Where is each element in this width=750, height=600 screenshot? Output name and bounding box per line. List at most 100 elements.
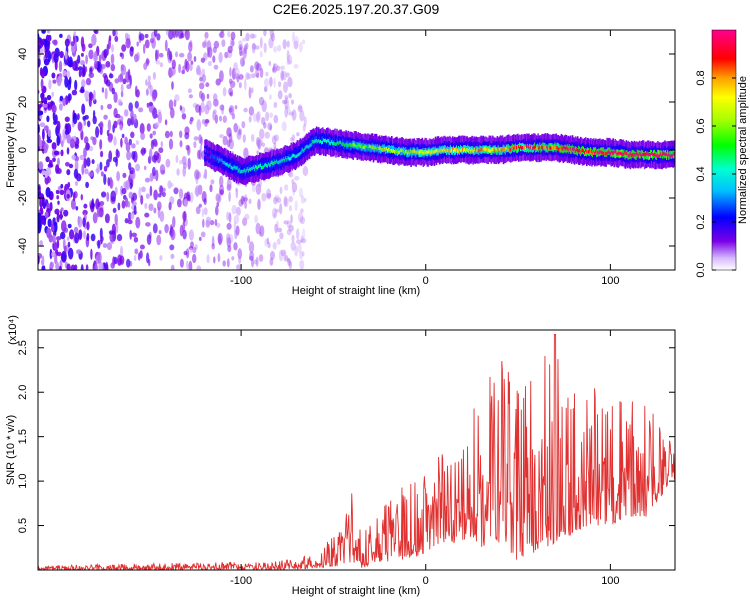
spectrogram-noise-cell (72, 112, 78, 125)
spectrogram-noise-cell (244, 78, 247, 91)
spectrogram-noise-cell (145, 222, 151, 227)
spectrogram-noise-cell (74, 79, 78, 91)
spectrogram-signal-cell (541, 145, 543, 149)
spectrogram-noise-cell (152, 71, 156, 80)
spectrogram-noise-cell (127, 68, 131, 81)
spectrogram-noise-cell (106, 43, 109, 56)
spectrogram-noise-cell (80, 86, 85, 93)
spectrogram-signal-cell (458, 149, 460, 154)
spectrogram-noise-cell (132, 201, 137, 207)
spectrogram-noise-cell (294, 200, 298, 212)
spectrogram-noise-cell (130, 131, 135, 139)
spectrogram-signal-cell (638, 152, 641, 156)
spectrogram-noise-cell (195, 185, 200, 198)
spectrogram-signal-cell (484, 147, 487, 151)
spectrogram-signal-cell (597, 150, 599, 155)
spectrogram-noise-cell (66, 134, 71, 144)
spectrogram-noise-cell (236, 206, 241, 216)
spectrogram-signal-cell (607, 151, 609, 155)
spectrogram-noise-cell (263, 122, 267, 129)
spectrogram-noise-cell (206, 254, 210, 264)
spectrogram-noise-cell (294, 35, 299, 46)
spectrogram-signal-cell (436, 148, 439, 153)
spectrogram-signal-cell (578, 148, 581, 153)
spectrogram-noise-cell (92, 136, 97, 146)
spectrogram-signal-cell (322, 136, 324, 144)
spectrogram-noise-cell (55, 236, 62, 241)
spectrogram-noise-cell (300, 235, 304, 243)
spectrogram-signal-cell (387, 149, 389, 153)
snr-x-tick-label: 0 (423, 575, 429, 587)
spectrogram-noise-cell (274, 134, 279, 142)
colorbar-tick-label: 0.8 (695, 70, 707, 85)
spectrogram-noise-cell (68, 163, 74, 169)
spectrogram-noise-cell (276, 197, 282, 204)
spectrogram-noise-cell (78, 66, 83, 71)
spectrogram-noise-cell (59, 51, 64, 59)
spectrogram-noise-cell (216, 222, 221, 228)
spectrogram-signal-cell (299, 152, 302, 156)
spectrogram-noise-cell (97, 239, 101, 249)
spectrogram-noise-cell (261, 142, 266, 148)
spectrogram-noise-cell (296, 239, 302, 244)
spectrogram-noise-cell (85, 54, 88, 65)
spectrogram-noise-cell (66, 193, 70, 199)
spectrogram-signal-cell (632, 153, 635, 157)
spectrogram-signal-cell (226, 162, 229, 166)
spectrogram-noise-cell (97, 251, 102, 264)
spectrogram-signal-cell (506, 146, 509, 150)
spectrogram-noise-cell (156, 201, 162, 211)
spectrogram-signal-cell (604, 151, 606, 156)
spectrogram-noise-cell (283, 81, 288, 93)
spectrogram-noise-cell (56, 212, 60, 223)
spectrogram-noise-cell (134, 85, 138, 97)
spectrogram-noise-cell (175, 51, 178, 58)
spectrogram-noise-cell (222, 115, 227, 123)
spectrogram-signal-cell (313, 139, 316, 144)
spectrogram-noise-cell (72, 60, 78, 71)
spectrogram-signal-cell (463, 148, 465, 153)
spectrogram-noise-cell (91, 198, 95, 209)
spectrogram-noise-cell (282, 99, 288, 105)
colorbar: 0.0 0.2 0.4 0.6 0.8 Normalized spectral ampl… (695, 29, 749, 278)
spectrogram-signal-cell (598, 151, 600, 155)
spectrogram-signal-cell (639, 152, 642, 156)
spectrogram-signal-cell (392, 149, 394, 153)
spectrogram-noise-cell (140, 149, 144, 155)
spectrogram-noise-cell (114, 213, 118, 226)
spectrogram-noise-cell (135, 140, 139, 145)
spectrogram-signal-cell (285, 156, 287, 165)
spectrogram-signal-cell (624, 151, 627, 160)
spectrogram-noise-cell (141, 186, 146, 193)
spectrogram-signal-cell (491, 147, 494, 152)
spectrogram-signal-cell (569, 147, 572, 151)
spectrogram-signal-cell (615, 150, 618, 155)
spectrogram-signal-cell (539, 145, 541, 150)
spectrogram-noise-cell (101, 87, 105, 93)
spectrogram-noise-cell (233, 62, 238, 71)
spectrogram-noise-cell (43, 97, 48, 105)
spectrogram-noise-cell (80, 264, 84, 270)
spectrogram-noise-cell (214, 218, 218, 227)
spectrogram-noise-cell (103, 48, 108, 59)
spectrogram-noise-cell (47, 34, 52, 42)
spectrogram-noise-cell (67, 93, 72, 101)
spectrogram-noise-cell (117, 254, 122, 266)
spectrogram-signal-cell (580, 149, 583, 153)
spectrogram-noise-cell (215, 205, 219, 216)
spectrogram-signal-cell (265, 162, 267, 167)
spectrogram-signal-cell (286, 154, 288, 162)
spectrogram-noise-cell (261, 117, 266, 125)
spectrogram-noise-cell (248, 198, 252, 205)
spectrogram-noise-cell (229, 67, 232, 77)
spectrogram-noise-cell (55, 261, 59, 270)
spectrogram-noise-cell (242, 217, 248, 227)
spectrogram-signal-cell (324, 138, 326, 143)
spectrogram-noise-cell (133, 204, 137, 215)
spectrogram-signal-cell (406, 149, 408, 154)
spectrogram-noise-cell (41, 30, 46, 34)
spectrogram-signal-cell (671, 154, 673, 158)
spectrogram-noise-cell (86, 221, 90, 231)
spectrogram-noise-cell (289, 260, 292, 270)
spectrogram-noise-cell (256, 72, 260, 78)
